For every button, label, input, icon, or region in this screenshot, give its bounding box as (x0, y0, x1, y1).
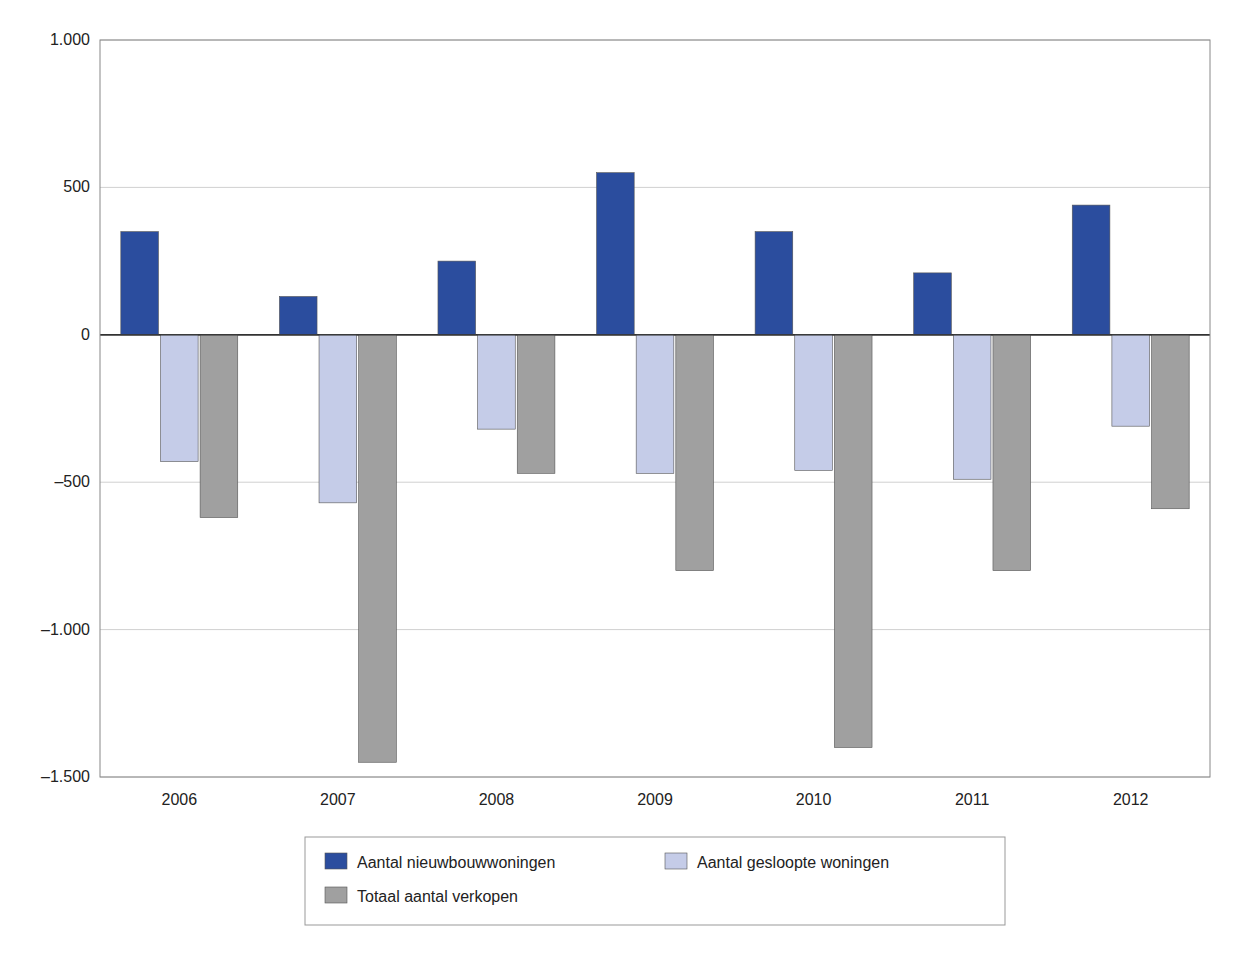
grid-line (100, 187, 1210, 188)
legend-label: Aantal gesloopte woningen (697, 854, 889, 871)
series-bars (121, 173, 1110, 335)
zero-line (100, 334, 1210, 336)
bar (953, 335, 991, 479)
bar (755, 232, 793, 335)
legend: Aantal nieuwbouwwoningen Aantal gesloopte… (305, 837, 1005, 925)
bar (160, 335, 198, 462)
grid (100, 40, 1210, 777)
grid-line (100, 482, 1210, 483)
bar (478, 335, 516, 429)
x-tick-label: 2008 (479, 791, 515, 808)
legend-swatch (665, 853, 687, 869)
y-tick-label: 500 (63, 178, 90, 195)
x-tick-label: 2011 (955, 791, 990, 808)
bar (676, 335, 714, 571)
bar (795, 335, 833, 471)
chart-svg: –1.500–1.000–50005001.000200620072008200… (0, 0, 1250, 967)
bar (636, 335, 674, 474)
plot-frame (100, 40, 1210, 777)
bar (319, 335, 357, 503)
x-tick-label: 2010 (796, 791, 832, 808)
bar (121, 232, 159, 335)
x-tick-label: 2012 (1113, 791, 1149, 808)
bar (914, 273, 952, 335)
x-tick-label: 2009 (637, 791, 673, 808)
legend-swatch (325, 853, 347, 869)
y-tick-label: 0 (81, 326, 90, 343)
bars (121, 173, 1189, 763)
zero-axis-line (100, 334, 1210, 335)
series-bars (200, 335, 1189, 762)
bar (438, 261, 476, 335)
legend-swatch (325, 887, 347, 903)
bar (1152, 335, 1190, 509)
bar (1112, 335, 1150, 426)
y-tick-label: –1.000 (41, 621, 90, 638)
bar (993, 335, 1031, 571)
legend-box (305, 837, 1005, 925)
y-tick-label: –1.500 (41, 768, 90, 785)
y-tick-label: –500 (54, 473, 90, 490)
bar (834, 335, 872, 748)
legend-label: Aantal nieuwbouwwoningen (357, 854, 555, 871)
legend-label: Totaal aantal verkopen (357, 888, 518, 905)
chart-container: –1.500–1.000–50005001.000200620072008200… (0, 0, 1250, 967)
bar (359, 335, 397, 762)
x-tick-label: 2007 (320, 791, 356, 808)
y-tick-label: 1.000 (50, 31, 90, 48)
bar (279, 296, 317, 334)
x-axis: 2006 2007 2008 2009 2010 2011 2012 (161, 791, 1148, 808)
bar (597, 173, 635, 335)
x-tick-label: 2006 (161, 791, 197, 808)
y-axis: –1.500 –1.000 –500 0 500 1.000 (41, 31, 90, 785)
bar (517, 335, 555, 474)
bar (200, 335, 238, 518)
bar (1072, 205, 1110, 335)
grid-line (100, 629, 1210, 630)
